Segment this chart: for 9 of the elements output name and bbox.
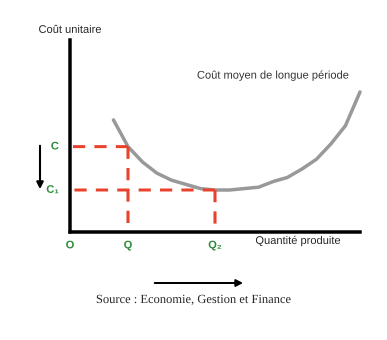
x-tick-label: Q	[124, 240, 132, 251]
x-tick-label: O	[66, 240, 74, 248]
series-label: C	[51, 142, 59, 150]
source-note: Source : Economie, Gestion et Finance	[96, 294, 291, 305]
x-tick-label: Q₂	[208, 240, 222, 251]
x-axis-title: Quantité produite	[256, 236, 340, 246]
series-label: Coût moyen de longue période	[198, 70, 348, 81]
text: Coût unitaire	[39, 24, 102, 33]
series-label: C₁	[46, 185, 59, 194]
